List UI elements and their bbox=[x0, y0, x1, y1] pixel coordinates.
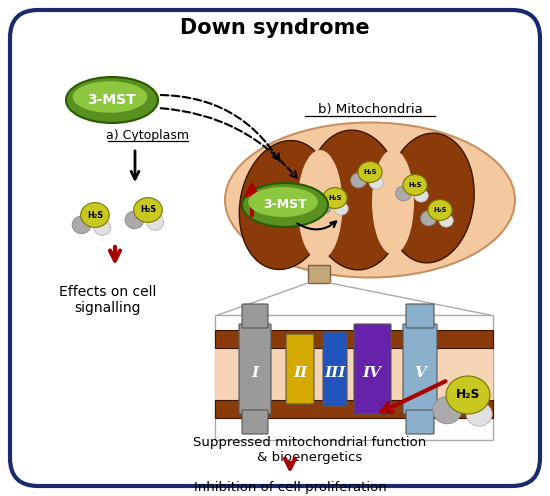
Ellipse shape bbox=[248, 187, 318, 217]
Ellipse shape bbox=[372, 149, 414, 254]
FancyBboxPatch shape bbox=[239, 324, 271, 414]
Ellipse shape bbox=[94, 220, 111, 235]
Text: H₂S: H₂S bbox=[433, 207, 447, 213]
FancyBboxPatch shape bbox=[242, 304, 268, 328]
Text: III: III bbox=[324, 366, 346, 380]
Bar bbox=[215, 400, 493, 418]
FancyBboxPatch shape bbox=[286, 334, 314, 404]
Text: V: V bbox=[414, 366, 426, 380]
Text: b) Mitochondria: b) Mitochondria bbox=[318, 104, 422, 117]
Ellipse shape bbox=[351, 173, 366, 188]
Ellipse shape bbox=[239, 140, 331, 269]
Text: Suppressed mitochondrial function
& bioenergetics: Suppressed mitochondrial function & bioe… bbox=[194, 436, 427, 464]
Ellipse shape bbox=[358, 162, 382, 183]
Ellipse shape bbox=[323, 187, 347, 208]
FancyBboxPatch shape bbox=[242, 410, 268, 434]
Ellipse shape bbox=[298, 150, 343, 260]
FancyBboxPatch shape bbox=[10, 10, 540, 486]
Text: H₂S: H₂S bbox=[328, 195, 342, 201]
Ellipse shape bbox=[403, 175, 427, 195]
Text: 3-MST: 3-MST bbox=[263, 198, 307, 211]
FancyBboxPatch shape bbox=[403, 324, 437, 414]
Ellipse shape bbox=[242, 183, 328, 227]
Text: I: I bbox=[251, 366, 258, 380]
Ellipse shape bbox=[225, 123, 515, 277]
Ellipse shape bbox=[439, 214, 453, 227]
Ellipse shape bbox=[147, 215, 164, 230]
Text: Inhibition of cell proliferation: Inhibition of cell proliferation bbox=[194, 482, 386, 495]
Ellipse shape bbox=[466, 402, 492, 426]
Ellipse shape bbox=[334, 202, 348, 215]
Text: H₂S: H₂S bbox=[87, 210, 103, 220]
FancyBboxPatch shape bbox=[323, 332, 347, 406]
Ellipse shape bbox=[421, 211, 437, 226]
FancyArrowPatch shape bbox=[298, 221, 336, 230]
Text: a) Cytoplasm: a) Cytoplasm bbox=[107, 128, 190, 141]
Bar bbox=[308, 265, 330, 283]
FancyBboxPatch shape bbox=[406, 304, 434, 328]
Ellipse shape bbox=[446, 376, 490, 414]
Text: Down syndrome: Down syndrome bbox=[180, 18, 370, 38]
Ellipse shape bbox=[66, 77, 158, 123]
Ellipse shape bbox=[414, 189, 428, 202]
FancyArrowPatch shape bbox=[161, 95, 279, 161]
Ellipse shape bbox=[134, 197, 162, 222]
Text: H₂S: H₂S bbox=[456, 388, 480, 401]
Ellipse shape bbox=[81, 203, 109, 227]
Text: H₂S: H₂S bbox=[363, 169, 377, 175]
Ellipse shape bbox=[316, 199, 332, 214]
Ellipse shape bbox=[386, 133, 474, 263]
Ellipse shape bbox=[369, 176, 383, 189]
FancyBboxPatch shape bbox=[215, 315, 493, 440]
Ellipse shape bbox=[433, 397, 461, 424]
Text: 3-MST: 3-MST bbox=[87, 93, 136, 107]
Ellipse shape bbox=[307, 130, 403, 270]
Ellipse shape bbox=[72, 216, 91, 234]
Bar bbox=[215, 330, 493, 418]
Text: Effects on cell
signalling: Effects on cell signalling bbox=[59, 285, 157, 315]
Ellipse shape bbox=[395, 186, 411, 201]
Ellipse shape bbox=[73, 81, 147, 113]
Ellipse shape bbox=[428, 199, 452, 220]
FancyBboxPatch shape bbox=[406, 410, 434, 434]
Text: IV: IV bbox=[362, 366, 382, 380]
Text: II: II bbox=[293, 366, 307, 380]
Text: H₂S: H₂S bbox=[408, 182, 422, 188]
FancyArrowPatch shape bbox=[161, 108, 297, 178]
Ellipse shape bbox=[125, 211, 144, 229]
Text: H₂S: H₂S bbox=[140, 205, 156, 214]
Bar bbox=[215, 330, 493, 348]
FancyBboxPatch shape bbox=[354, 324, 391, 414]
